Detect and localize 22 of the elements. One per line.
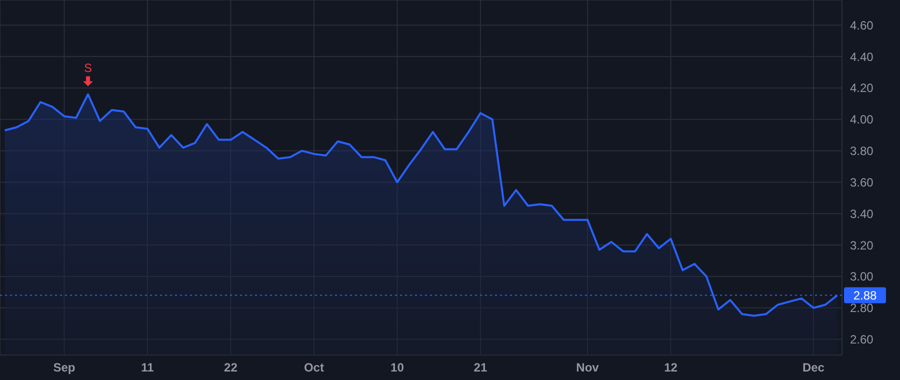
y-tick-label: 3.40 — [850, 206, 874, 221]
x-tick-label: 12 — [664, 360, 678, 375]
x-tick-label: 22 — [224, 360, 238, 375]
y-tick-label: 4.20 — [850, 81, 874, 96]
x-tick-label: Sep — [53, 360, 76, 375]
x-tick-label: 11 — [141, 360, 154, 375]
y-tick-label: 3.80 — [850, 144, 874, 158]
y-tick-label: 4.40 — [850, 50, 874, 64]
x-tick-label: 10 — [390, 360, 404, 375]
y-tick-label: 3.60 — [850, 175, 874, 190]
ref-line-label: 2.88 — [853, 288, 877, 302]
y-tick-label: 3.00 — [850, 270, 874, 284]
y-tick-label: 4.00 — [850, 112, 874, 127]
annotation: S — [84, 61, 92, 76]
y-tick-label: 4.60 — [850, 18, 874, 32]
x-tick-label: Nov — [576, 360, 600, 375]
x-tick-label: Dec — [802, 360, 825, 375]
y-tick-label: 3.20 — [850, 238, 874, 252]
x-tick-label: 21 — [474, 360, 488, 375]
y-tick-label: 2.60 — [850, 332, 874, 347]
x-tick-label: Oct — [304, 360, 324, 375]
y-tick-label: 2.80 — [850, 301, 874, 316]
